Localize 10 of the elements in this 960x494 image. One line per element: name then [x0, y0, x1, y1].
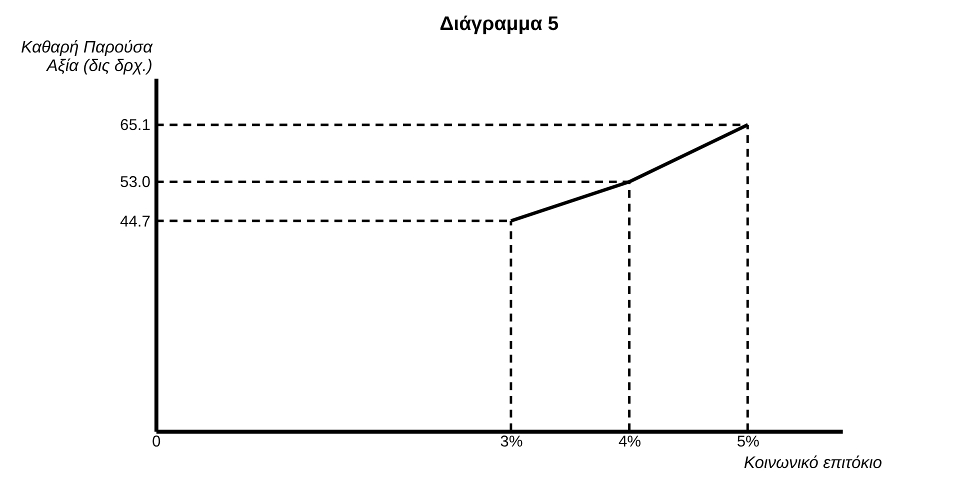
x-tick-label: 5% [736, 433, 760, 450]
y-tick-label: 65.1 [120, 117, 151, 134]
y-axis-title: Καθαρή Παρούσα Αξία (δις δρχ.) [21, 37, 153, 75]
x-tick-label: 4% [618, 433, 642, 450]
y-tick-label: 53.0 [120, 174, 151, 192]
chart-title: Διάγραμμα 5 [440, 13, 559, 36]
y-tick-label: 44.7 [120, 213, 151, 230]
x-tick-label: 0 [152, 433, 162, 450]
x-axis-title: Κοινωνικό επιτόκιο [744, 453, 882, 472]
x-tick-label: 3% [500, 433, 523, 450]
